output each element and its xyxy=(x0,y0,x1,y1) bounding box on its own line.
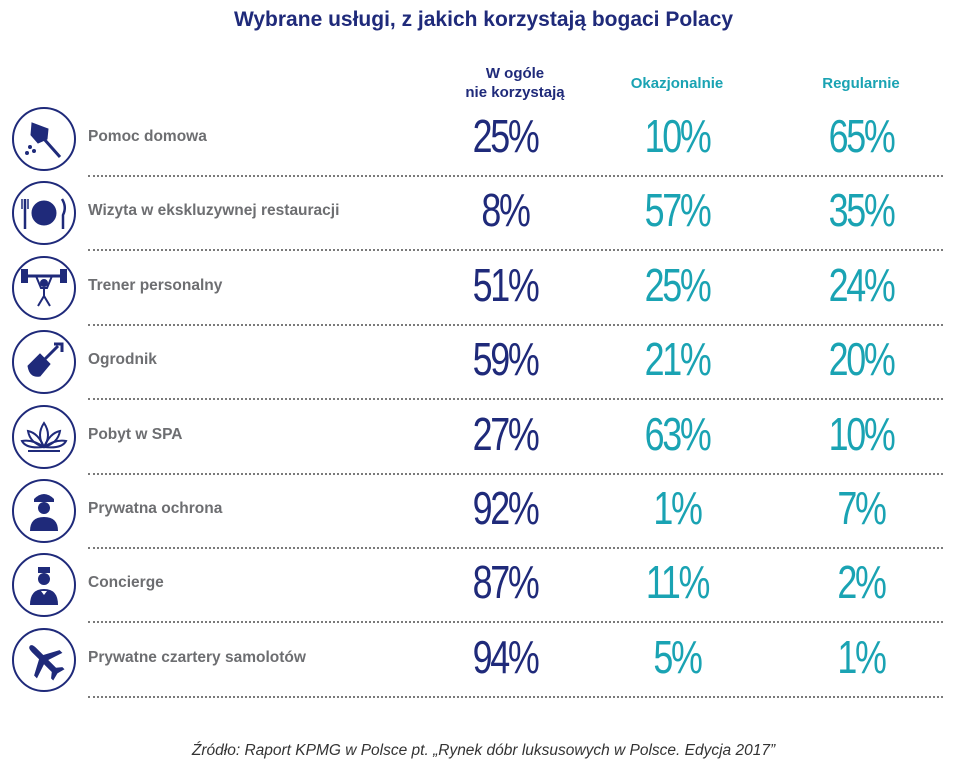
row-divider xyxy=(88,547,943,549)
value-regularnie: 1% xyxy=(837,630,887,683)
column-header-line1: W ogóle xyxy=(485,65,545,82)
shovel-icon xyxy=(12,330,76,395)
airplane-icon xyxy=(12,627,76,692)
row-label: Wizyta w ekskluzywnej restauracji xyxy=(88,202,340,220)
value-nie-korzystaja: 59% xyxy=(472,333,540,386)
table-row-wizyta-w-ekskluzywnej-restauracji: Wizyta w ekskluzywnej restauracji 8% 57% 35… xyxy=(0,178,967,252)
row-divider xyxy=(88,398,943,401)
row-divider xyxy=(88,175,943,177)
table-row-prywatne-czartery-samolotow: Prywatne czartery samolotów 94% 5% 1% xyxy=(0,625,967,699)
concierge-icon xyxy=(12,553,76,618)
value-regularnie: 65% xyxy=(828,110,896,162)
value-nie-korzystaja: 51% xyxy=(472,258,540,311)
row-label: Prywatna ochrona xyxy=(88,500,223,517)
security-guard-icon xyxy=(12,479,76,543)
row-divider xyxy=(88,695,943,698)
value-regularnie: 20% xyxy=(828,333,896,386)
column-header-nie-korzystaja: W ogóle nie korzystają xyxy=(425,64,605,102)
value-okazjonalnie: 63% xyxy=(644,407,712,460)
value-regularnie: 35% xyxy=(828,184,896,237)
value-nie-korzystaja: 87% xyxy=(472,556,540,609)
value-regularnie: 24% xyxy=(828,258,896,311)
value-nie-korzystaja: 25% xyxy=(472,110,540,162)
source-note: Źródło: Raport KPMG w Polsce pt. „Rynek … xyxy=(191,742,776,759)
row-divider xyxy=(88,472,943,475)
value-okazjonalnie: 5% xyxy=(653,630,703,683)
value-nie-korzystaja: 8% xyxy=(481,184,531,237)
table-row-trener-personalny: Trener personalny 51% 25% 24% xyxy=(0,253,967,327)
lotus-icon xyxy=(12,404,76,469)
value-nie-korzystaja: 27% xyxy=(472,407,540,460)
weightlifter-icon xyxy=(12,255,76,320)
column-header-okazjonalnie: Okazjonalnie xyxy=(630,75,724,92)
row-label: Pobyt w SPA xyxy=(88,425,183,443)
value-okazjonalnie: 11% xyxy=(645,556,710,609)
value-regularnie: 2% xyxy=(837,556,887,609)
column-header-line2: nie korzystają xyxy=(465,84,565,101)
value-regularnie: 10% xyxy=(828,407,896,460)
table-row-ogrodnik: Ogrodnik 59% 21% 20% xyxy=(0,327,967,401)
feather-duster-icon xyxy=(12,107,76,171)
row-label: Prywatne czartery samolotów xyxy=(88,648,306,666)
table-row-pomoc-domowa: Pomoc domowa 25% 10% 65% xyxy=(0,104,967,178)
row-label: Ogrodnik xyxy=(88,351,157,369)
value-okazjonalnie: 57% xyxy=(644,184,712,237)
column-header-regularnie: Regularnie xyxy=(822,75,900,92)
table-row-prywatna-ochrona: Prywatna ochrona 92% 1% 7% xyxy=(0,476,967,550)
value-okazjonalnie: 25% xyxy=(644,258,712,311)
row-label: Pomoc domowa xyxy=(88,128,207,145)
table-row-concierge: Concierge 87% 11% 2% xyxy=(0,550,967,624)
row-label: Concierge xyxy=(88,574,164,592)
value-okazjonalnie: 1% xyxy=(653,482,703,534)
row-divider xyxy=(88,249,943,252)
row-divider xyxy=(88,621,943,624)
row-label: Trener personalny xyxy=(88,276,223,294)
row-divider xyxy=(88,323,943,326)
value-regularnie: 7% xyxy=(837,482,887,534)
value-nie-korzystaja: 92% xyxy=(472,482,540,534)
value-okazjonalnie: 10% xyxy=(644,110,712,162)
table-row-pobyt-w-spa: Pobyt w SPA 27% 63% 10% xyxy=(0,402,967,476)
value-okazjonalnie: 21% xyxy=(644,333,712,386)
plate-cutlery-icon xyxy=(12,181,76,246)
chart-title: Wybrane usługi, z jakich korzystają boga… xyxy=(233,8,734,31)
value-nie-korzystaja: 94% xyxy=(472,630,540,683)
